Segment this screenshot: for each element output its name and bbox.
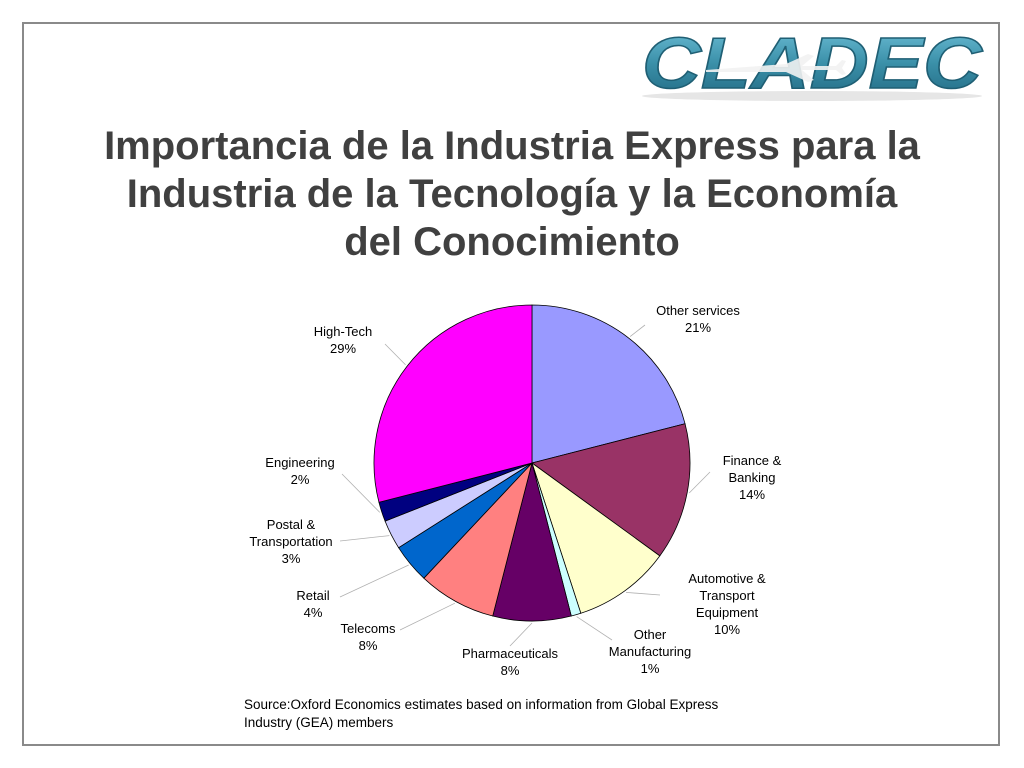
pie-slice: [373, 304, 533, 503]
pie-slice-label-line: Transportation: [249, 534, 332, 549]
pie-slices: [373, 304, 691, 622]
pie-slice-label-line: Engineering: [265, 455, 334, 470]
pie-slice-label-line: 29%: [330, 341, 356, 356]
pie-slice-label: Pharmaceuticals 8%: [462, 646, 559, 678]
pie-slice-label-line: 4%: [304, 605, 323, 620]
slide-title: Importancia de la Industria Express para…: [40, 122, 984, 266]
pie-slice-label: Retail 4%: [296, 588, 329, 620]
title-line: Importancia de la Industria Express para…: [104, 124, 920, 168]
pie-slice-label-line: 1%: [641, 661, 660, 676]
leader-line: [629, 324, 646, 337]
pie-slice-label-line: Banking: [729, 470, 776, 485]
pie-slice-label-line: Finance &: [723, 453, 782, 468]
pie-slice-label-line: 3%: [282, 551, 301, 566]
pie-slice-label-line: 10%: [714, 622, 740, 637]
pie-slice-label-line: High-Tech: [314, 324, 373, 339]
pie-slice-label-line: Retail: [296, 588, 329, 603]
source-line: Industry (GEA) members: [244, 715, 394, 730]
leader-line: [339, 535, 390, 542]
pie-slice: [531, 423, 691, 557]
pie-slice: [531, 461, 661, 614]
leader-line: [625, 592, 661, 596]
pie-slice-label: High-Tech 29%: [314, 324, 373, 356]
source-note: Source:Oxford Economics estimates based …: [244, 696, 824, 732]
pie-slice-label-line: Equipment: [696, 605, 759, 620]
leader-line: [509, 622, 533, 647]
pie-slice-label: Automotive & Transport Equipment 10%: [688, 571, 766, 637]
pie-slice-label-line: Other: [634, 627, 667, 642]
title-line: Industria de la Tecnología y la Economía: [126, 172, 898, 216]
pie-slice-label-line: Postal &: [267, 517, 316, 532]
pie-slice: [531, 304, 686, 464]
leader-line: [384, 343, 406, 366]
pie-slice-label-line: Pharmaceuticals: [462, 646, 559, 661]
pie-slice-label-line: Transport: [699, 588, 755, 603]
leader-line: [339, 564, 409, 598]
pie-labels: Other services 21% Finance & Banking 14% Auto…: [249, 303, 781, 678]
pie-slice-label-line: 8%: [359, 638, 378, 653]
pie-slice-label-line: 8%: [501, 663, 520, 678]
pie-slice-label-line: Other services: [656, 303, 740, 318]
pie-slice-label: Telecoms 8%: [341, 621, 396, 653]
pie-slice-label-line: 21%: [685, 320, 711, 335]
pie-slice-label-line: Automotive &: [688, 571, 766, 586]
pie-leader-lines: [339, 324, 711, 647]
title-line: del Conocimiento: [344, 220, 680, 264]
cladec-logo: CLADEC: [641, 26, 984, 102]
pie-slice-label: Finance & Banking 14%: [723, 453, 782, 502]
pie-slice-label-line: 2%: [291, 472, 310, 487]
airplane-icon: [706, 54, 846, 82]
leader-line: [341, 473, 381, 513]
logo-text: CLADEC: [642, 26, 983, 102]
pie-slice-label-line: Manufacturing: [609, 644, 691, 659]
pie-slice-label: Other Manufacturing 1%: [609, 627, 691, 676]
pie-slice-label: Other services 21%: [656, 303, 740, 335]
leader-line: [399, 602, 456, 631]
leader-line: [576, 616, 613, 641]
pie-slice-label-line: Telecoms: [341, 621, 396, 636]
source-line: Source:Oxford Economics estimates based …: [244, 697, 719, 712]
pie-slice-label: Engineering 2%: [265, 455, 334, 487]
pie-slice-label-line: 14%: [739, 487, 765, 502]
pie-slice-label: Postal & Transportation 3%: [249, 517, 332, 566]
leader-line: [688, 471, 711, 494]
